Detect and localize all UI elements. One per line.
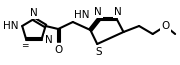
- Text: N: N: [114, 7, 122, 17]
- Text: O: O: [161, 21, 170, 31]
- Text: N: N: [94, 7, 102, 17]
- Text: S: S: [96, 47, 102, 57]
- Text: O: O: [161, 21, 170, 31]
- Text: N: N: [30, 8, 38, 18]
- Text: =: =: [21, 41, 29, 50]
- Text: N: N: [45, 35, 52, 45]
- Text: O: O: [54, 45, 62, 55]
- Text: HN: HN: [3, 21, 18, 31]
- Text: HN: HN: [74, 10, 89, 20]
